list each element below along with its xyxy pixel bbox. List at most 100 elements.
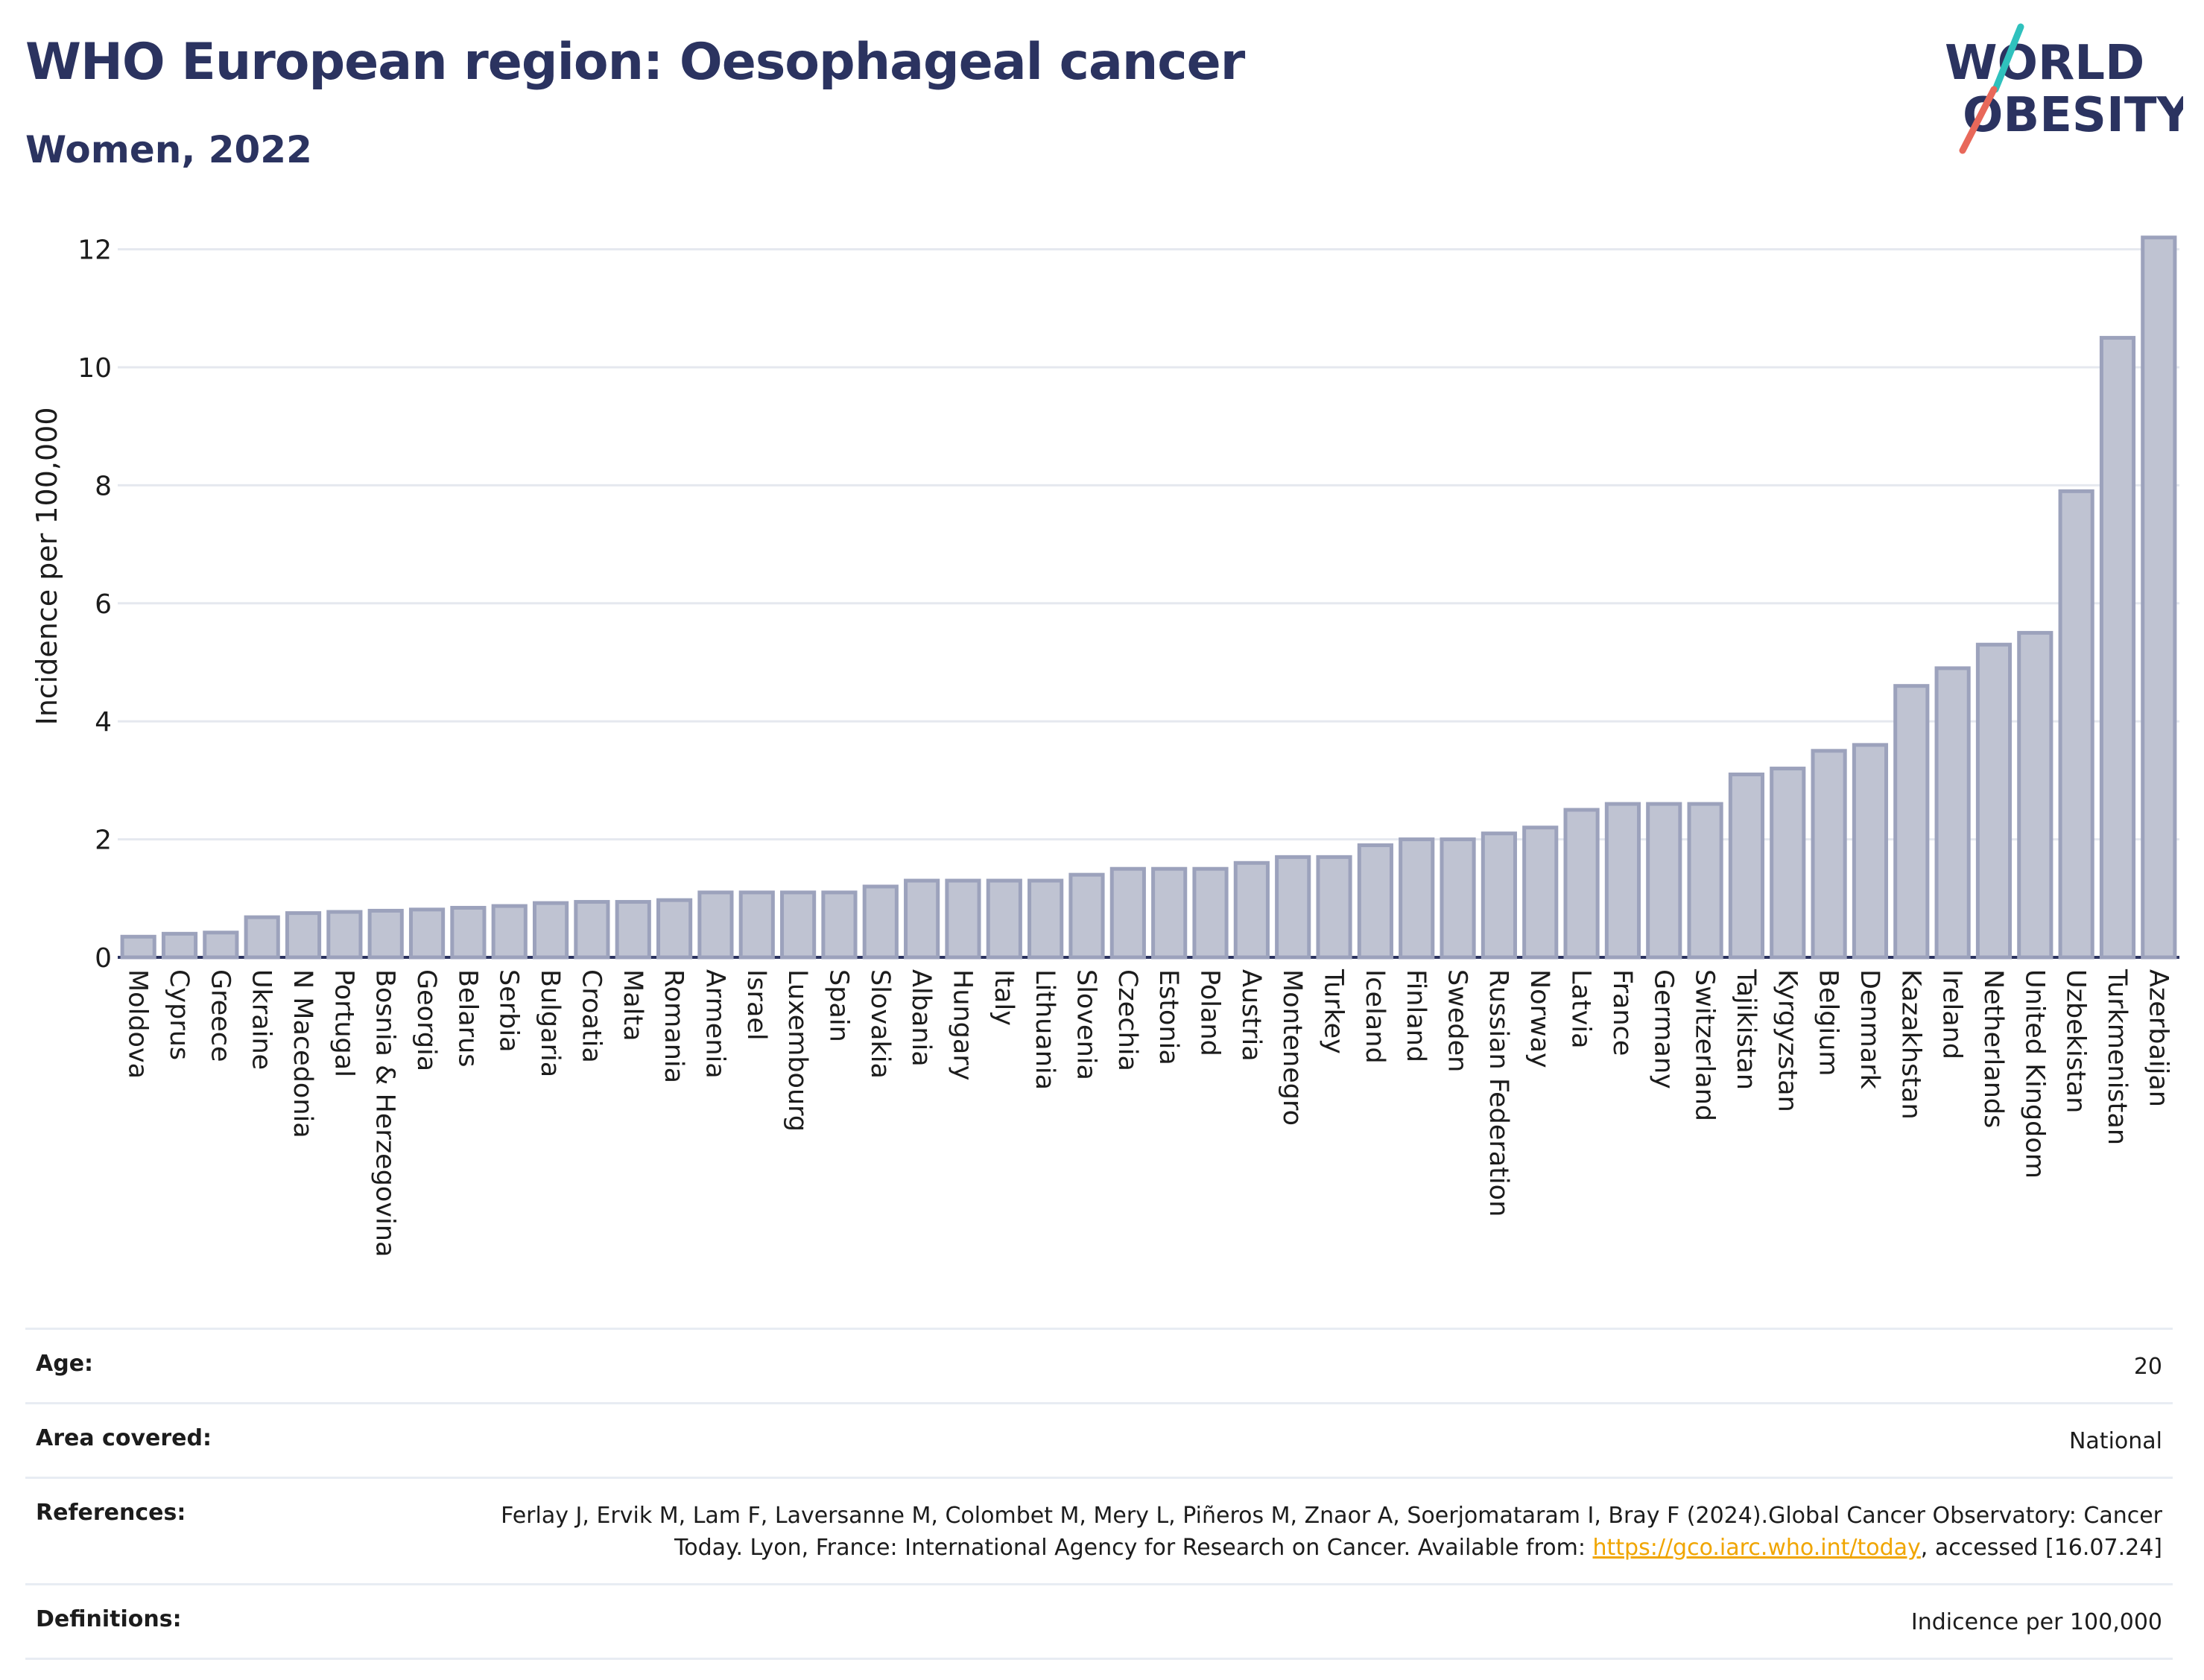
x-tick-label: France (1607, 969, 1637, 1056)
x-tick-label: Kyrgyzstan (1772, 969, 1802, 1112)
bar (161, 931, 198, 960)
world-obesity-logo: WORLD OBESITY (1945, 23, 2183, 154)
definitions-value: Indicence per 100,000 (1910, 1609, 2162, 1635)
bar (1893, 684, 1930, 960)
bar (2058, 489, 2094, 960)
x-tick-label: Netherlands (1978, 969, 2008, 1128)
bar (1192, 866, 1229, 960)
bar (408, 907, 446, 960)
bar (574, 900, 610, 960)
x-tick-label: Latvia (1566, 969, 1596, 1049)
y-tick-label: 0 (95, 943, 112, 974)
bar (1399, 837, 1435, 960)
x-tick-label: Uzbekistan (2061, 969, 2091, 1113)
x-tick-labels: Moldova Cyprus Greece Ukraine N Macedonia Por… (123, 969, 2173, 1257)
x-tick-label: Armenia (700, 969, 729, 1079)
area-value: National (2068, 1428, 2162, 1454)
x-tick-label: Denmark (1855, 969, 1884, 1090)
bar (945, 878, 981, 960)
bar (1563, 808, 1600, 960)
y-tick-label: 10 (77, 353, 112, 384)
x-tick-label: Poland (1195, 969, 1225, 1056)
bar (2017, 630, 2053, 960)
x-tick-label: Albania (906, 969, 936, 1067)
x-tick-label: Germany (1648, 969, 1678, 1089)
bar (904, 878, 940, 960)
bar (1852, 743, 1889, 960)
bar (1027, 878, 1064, 960)
logo-line-1: WORLD (1945, 36, 2144, 91)
x-tick-label: Slovenia (1071, 969, 1101, 1080)
x-tick-label: Czechia (1112, 969, 1142, 1071)
bar (862, 884, 899, 960)
x-tick-label: Azerbaijan (2143, 969, 2173, 1107)
bar (2141, 235, 2177, 960)
y-tick-label: 2 (95, 825, 112, 856)
logo-slash-coral (1959, 86, 1998, 154)
info-row-area: Area covered: National (25, 1402, 2173, 1477)
bar (1687, 802, 1723, 960)
x-tick-label: Hungary (947, 969, 977, 1080)
bar (532, 901, 569, 960)
y-tick-label: 12 (77, 235, 112, 266)
x-tick-label: Moldova (123, 969, 153, 1079)
x-tick-label: Cyprus (164, 969, 194, 1060)
x-tick-label: Russian Federation (1483, 969, 1513, 1217)
references-link[interactable]: https://gco.iarc.who.int/today (1592, 1535, 1921, 1561)
bar (1811, 749, 1847, 960)
bar (615, 900, 651, 960)
bar (491, 904, 528, 960)
bar (1481, 831, 1517, 960)
x-tick-label: Romania (659, 969, 688, 1083)
bar (1440, 837, 1476, 960)
info-table: Age: 20 Area covered: National Reference… (25, 1328, 2173, 1660)
x-tick-label: Ukraine (247, 969, 276, 1070)
x-tick-label: Bulgaria (535, 969, 565, 1077)
x-tick-label: Bosnia & Herzegovina (370, 969, 400, 1257)
bar (1109, 866, 1146, 960)
bar (326, 910, 363, 960)
bar (244, 915, 280, 960)
x-tick-label: Finland (1401, 969, 1431, 1062)
x-tick-label: Tajikistan (1731, 969, 1761, 1090)
x-tick-label: N Macedonia (288, 969, 317, 1138)
x-tick-label: United Kingdom (2019, 969, 2049, 1179)
x-tick-label: Belarus (452, 969, 482, 1068)
references-text-2: , accessed [16.07.24] (1920, 1535, 2162, 1561)
x-tick-label: Serbia (494, 969, 524, 1053)
info-row-age: Age: 20 (25, 1328, 2173, 1402)
x-tick-label: Italy (989, 969, 1019, 1026)
bar (780, 890, 817, 960)
info-row-definitions: Definitions: Indicence per 100,000 (25, 1583, 2173, 1660)
x-tick-label: Spain (823, 969, 853, 1042)
y-tick-label: 4 (95, 707, 112, 738)
references-text-1: Ferlay J, Ervik M, Lam F, Laversanne M, … (501, 1503, 2162, 1561)
x-tick-label: Georgia (411, 969, 441, 1071)
logo-line-2: OBESITY (1963, 88, 2183, 143)
chart-title: WHO European region: Oesophageal cancer (25, 33, 1245, 92)
area-label: Area covered: (36, 1425, 212, 1451)
bar (1646, 802, 1682, 960)
x-tick-label: Belgium (1814, 969, 1843, 1077)
x-tick-label: Norway (1524, 969, 1554, 1068)
bar (1522, 825, 1559, 960)
x-tick-label: Luxembourg (782, 969, 812, 1132)
bar (656, 898, 693, 960)
definitions-label: Definitions: (36, 1606, 182, 1632)
bar (1357, 843, 1393, 960)
bar (986, 878, 1022, 960)
info-row-references: References: Ferlay J, Ervik M, Lam F, La… (25, 1477, 2173, 1583)
x-tick-label: Ireland (1937, 969, 1967, 1059)
x-tick-label: Malta (618, 969, 647, 1042)
bar (203, 931, 239, 960)
y-axis-label: Incidence per 100,000 (31, 407, 63, 725)
x-tick-label: Estonia (1153, 969, 1183, 1065)
bar (285, 911, 322, 960)
age-label: Age: (36, 1351, 94, 1377)
age-value: 20 (2133, 1354, 2162, 1380)
x-tick-label: Iceland (1360, 969, 1390, 1064)
x-tick-label: Portugal (329, 969, 358, 1077)
chart-subtitle: Women, 2022 (25, 128, 312, 171)
bar (738, 890, 775, 960)
bar (1770, 767, 1806, 960)
